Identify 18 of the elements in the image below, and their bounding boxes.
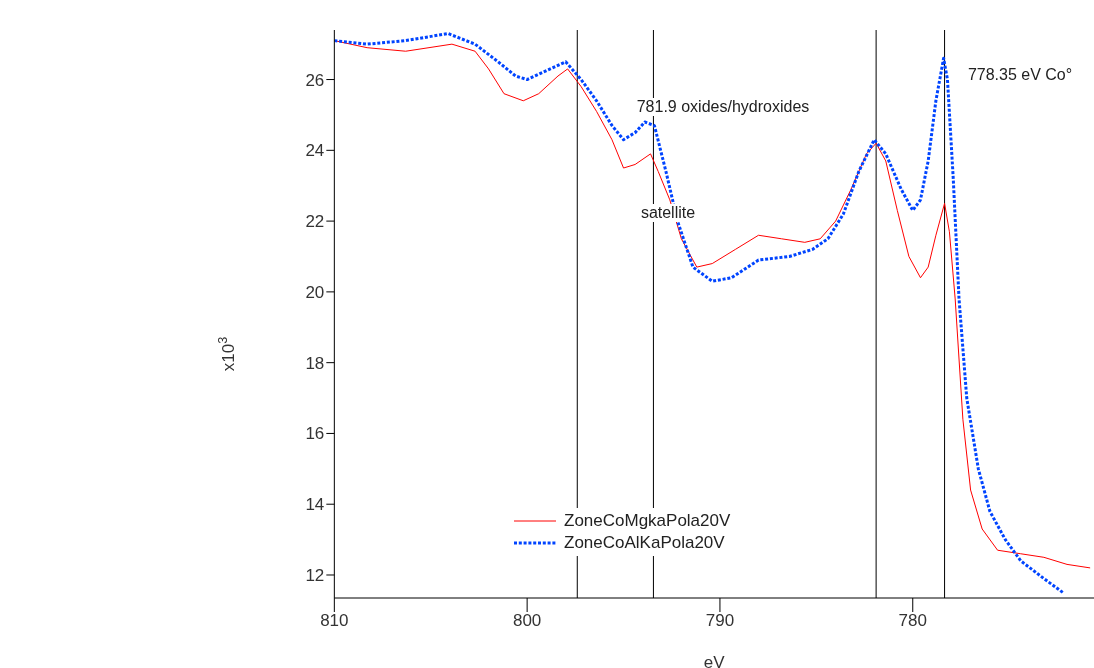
annotation: satellite [638,204,698,222]
x-tick-label: 790 [705,611,735,631]
y-tick-label: 24 [305,141,325,161]
x-tick-label: 800 [512,611,542,631]
y-tick-label: 22 [305,212,325,232]
annotation: 781.9 oxides/hydroxides [634,98,812,116]
annotation: 778.35 eV Co° [965,66,1075,84]
legend-label: ZoneCoMgkaPola20V [564,510,731,532]
y-tick-label: 12 [305,566,325,586]
legend-label: ZoneCoAlKaPola20V [564,532,725,554]
y-tick-label: 14 [305,495,325,515]
x-tick-label: 810 [320,611,349,631]
x-tick-label: 780 [898,611,927,631]
y-tick-label: 18 [305,353,325,373]
x-axis-title: eV [703,653,726,668]
y-tick-label: 20 [305,282,325,302]
y-tick-label: 16 [305,424,325,444]
y-tick-label: 26 [305,70,325,90]
